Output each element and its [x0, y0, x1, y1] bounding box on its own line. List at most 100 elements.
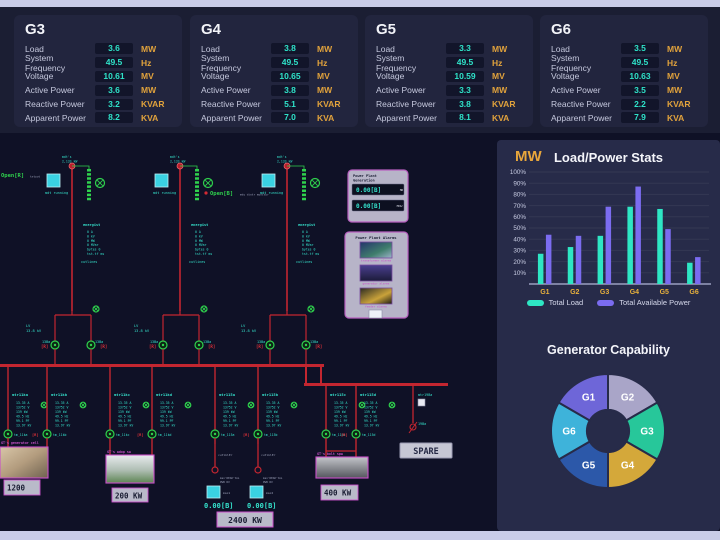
metric-row-load: Load 3.5 MW — [551, 42, 697, 56]
generator-panel-g5: G5 Load 3.3 MW System Frequency 49.5 Hz Voltag… — [365, 15, 533, 127]
svg-text:tm_11kb: tm_11kb — [53, 433, 67, 437]
svg-text:cutlklEr: cutlklEr — [261, 453, 276, 457]
device-status-box[interactable] — [154, 173, 169, 188]
metric-label: Voltage — [551, 71, 580, 82]
svg-text:20%: 20% — [513, 259, 526, 266]
metric-label: Reactive Power — [25, 99, 85, 110]
equipment-photo-thumbnail[interactable] — [315, 456, 369, 479]
svg-text:LV: LV — [241, 324, 246, 328]
metric-unit: MW — [667, 43, 683, 54]
legend-swatch — [597, 299, 615, 306]
svg-text:13Ba: 13Ba — [257, 340, 265, 344]
svg-text:2,133 kW: 2,133 kW — [62, 160, 77, 164]
metric-row-voltage: Voltage 10.61 MV — [25, 70, 171, 84]
generator-panel-g4: G4 Load 3.8 MW System Frequency 49.5 Hz Voltag… — [190, 15, 358, 127]
svg-text:[R]: [R] — [243, 433, 250, 437]
svg-text:49.5 Hz: 49.5 Hz — [160, 415, 174, 419]
meter-device-box[interactable] — [206, 485, 221, 499]
secondary-bus-bar — [304, 383, 448, 386]
svg-text:energist: energist — [298, 223, 315, 227]
svg-text:mtr115c: mtr115c — [330, 392, 346, 397]
metric-label: Reactive Power — [376, 99, 436, 110]
svg-text:50%: 50% — [513, 225, 526, 232]
bar-g2-available-power — [575, 235, 582, 284]
svg-text:G2: G2 — [621, 393, 635, 404]
svg-text:LV: LV — [134, 324, 139, 328]
svg-text:0 kV: 0 kV — [302, 234, 310, 238]
equipment-photo-thumbnail[interactable] — [105, 454, 155, 484]
svg-text:0 kV: 0 kV — [87, 234, 95, 238]
svg-text:13752 V: 13752 V — [223, 406, 237, 410]
metric-label: System Frequency — [551, 52, 592, 73]
svg-text:139 kW: 139 kW — [16, 410, 28, 414]
svg-text:G5: G5 — [660, 289, 669, 296]
active-power-value: 3.3 — [446, 84, 484, 96]
svg-text:13.97 kV: 13.97 kV — [16, 424, 31, 428]
voltage-value: 10.59 — [446, 70, 484, 82]
reactive-power-value: 3.8 — [446, 98, 484, 110]
svg-text:bytes 0: bytes 0 — [87, 248, 101, 252]
equipment-photo-thumbnail[interactable] — [0, 446, 49, 479]
metric-unit: Hz — [492, 57, 503, 68]
chart-unit-label: MW — [515, 148, 542, 165]
svg-text:energist: energist — [83, 223, 100, 227]
device-status-box[interactable] — [261, 173, 276, 188]
svg-text:10%: 10% — [513, 270, 526, 277]
svg-text:G1: G1 — [540, 289, 549, 296]
bar-g1-total-load — [537, 253, 544, 284]
metric-label: Voltage — [376, 71, 405, 82]
window-bottom-border — [0, 531, 720, 540]
svg-text:13752 V: 13752 V — [364, 406, 378, 410]
spare-label-box — [399, 442, 453, 459]
legend-swatch — [526, 299, 544, 306]
metric-unit: KVA — [667, 112, 685, 123]
svg-text:mdt running: mdt running — [45, 191, 68, 195]
bar-g4-total-load — [627, 206, 633, 284]
svg-text:0 MW: 0 MW — [195, 239, 203, 243]
bar-g2-total-load — [567, 247, 574, 284]
generator-panel-g3: G3 Load 3.6 MW System Frequency 49.5 Hz Voltag… — [14, 15, 182, 127]
svg-text:bytes 0: bytes 0 — [195, 248, 209, 252]
alarm-thumbnail[interactable] — [359, 287, 393, 305]
system-frequency-value: 49.5 — [621, 57, 659, 69]
svg-text:99.1 PF: 99.1 PF — [118, 419, 132, 423]
svg-text:0 MVar: 0 MVar — [87, 243, 99, 247]
metric-label: Load — [376, 43, 395, 54]
device-status-box[interactable] — [46, 173, 61, 188]
svg-text:139 kW: 139 kW — [334, 410, 346, 414]
alarm-thumbnail[interactable] — [359, 264, 393, 282]
metric-row-reactive-power: Reactive Power 2.2 KVAR — [551, 97, 697, 111]
metric-row-apparent-power: Apparent Power 7.9 KVA — [551, 111, 697, 125]
svg-text:99.1 PF: 99.1 PF — [334, 419, 348, 423]
svg-text:tm_115d: tm_115d — [362, 433, 376, 437]
svg-text:13.97 kV: 13.97 kV — [364, 424, 379, 428]
svg-text:13Ba: 13Ba — [42, 340, 50, 344]
main-bus-bar — [0, 364, 324, 367]
svg-text:bytes 0: bytes 0 — [302, 248, 316, 252]
svg-text:mtr11ka: mtr11ka — [12, 392, 29, 397]
svg-text:G4: G4 — [630, 289, 639, 296]
metric-unit: MW — [667, 85, 683, 96]
svg-text:49.5 Hz: 49.5 Hz — [55, 415, 69, 419]
alarm-thumbnail[interactable] — [359, 241, 393, 259]
svg-text:99.1 PF: 99.1 PF — [364, 419, 378, 423]
svg-text:0 MW: 0 MW — [302, 239, 310, 243]
svg-text:13.97 kV: 13.97 kV — [160, 424, 175, 428]
svg-text:13.35 A: 13.35 A — [266, 401, 280, 405]
svg-text:13.35 A: 13.35 A — [16, 401, 30, 405]
bar-g1-available-power — [545, 234, 552, 284]
svg-text:13.97 kV: 13.97 kV — [334, 424, 349, 428]
svg-text:99.1 PF: 99.1 PF — [16, 419, 30, 423]
svg-text:[R]: [R] — [149, 344, 156, 349]
svg-text:13.8 kV: 13.8 kV — [241, 329, 257, 333]
svg-text:2,133 kW: 2,133 kW — [277, 160, 292, 164]
system-frequency-value: 49.5 — [446, 57, 484, 69]
svg-text:mtr115b: mtr115b — [262, 392, 279, 397]
metric-label: Voltage — [25, 71, 54, 82]
meter-device-box[interactable] — [249, 485, 264, 499]
svg-text:mdt's: mdt's — [170, 155, 180, 159]
svg-text:cutlines: cutlines — [189, 260, 205, 264]
metric-label: System Frequency — [376, 52, 417, 73]
generator-title: G6 — [551, 21, 572, 38]
stats-panel: MW Load/Power Stats 100% 90% 80% 70% 60% 50% 4… — [497, 140, 720, 531]
